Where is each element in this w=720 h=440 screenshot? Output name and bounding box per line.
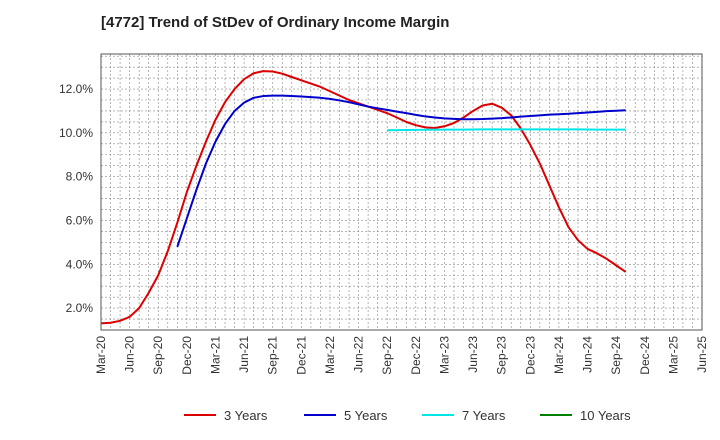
y-tick-label: 10.0% (59, 126, 93, 140)
x-tick-label: Jun-24 (581, 336, 595, 373)
x-tick-label: Mar-25 (666, 336, 680, 374)
x-tick-label: Dec-21 (294, 336, 308, 375)
chart-title: [4772] Trend of StDev of Ordinary Income… (101, 14, 450, 31)
legend-label: 3 Years (224, 408, 268, 423)
x-tick-label: Mar-22 (323, 336, 337, 374)
legend-label: 10 Years (580, 408, 631, 423)
plot-background (101, 54, 702, 330)
y-tick-label: 8.0% (66, 170, 94, 184)
x-tick-label: Dec-22 (409, 336, 423, 375)
x-tick-label: Dec-20 (180, 336, 194, 375)
x-tick-label: Dec-24 (638, 336, 652, 375)
x-tick-label: Mar-20 (94, 336, 108, 374)
legend-label: 7 Years (462, 408, 506, 423)
x-tick-label: Sep-24 (609, 336, 623, 375)
legend: 3 Years 5 Years 7 Years 10 Years (184, 408, 631, 423)
x-tick-label: Jun-21 (237, 336, 251, 373)
y-tick-label: 4.0% (66, 257, 94, 271)
x-tick-label: Mar-23 (437, 336, 451, 374)
series-line-5-years (176, 94, 626, 248)
plot-area (101, 54, 702, 330)
x-tick-label: Jun-20 (123, 336, 137, 373)
x-tick-label: Mar-21 (208, 336, 222, 374)
x-tick-label: Mar-24 (552, 336, 566, 374)
x-tick-label: Sep-21 (266, 336, 280, 375)
x-tick-label: Dec-23 (523, 336, 537, 375)
y-tick-label: 2.0% (66, 301, 94, 315)
x-tick-label: Sep-23 (495, 336, 509, 375)
x-tick-label: Jun-23 (466, 336, 480, 373)
series-lines (100, 70, 627, 325)
y-tick-label: 6.0% (66, 213, 94, 227)
plot-border (100, 53, 703, 331)
y-tick-label: 12.0% (59, 82, 93, 96)
series-line-7-years (387, 128, 626, 132)
x-tick-label: Sep-22 (380, 336, 394, 375)
axes: 2.0% 4.0% 6.0% 8.0% 10.0% 12.0% Mar-20 Jun-20 Se… (59, 53, 709, 375)
x-tick-label: Jun-25 (695, 336, 709, 373)
x-tick-label: Jun-22 (352, 336, 366, 373)
legend-label: 5 Years (344, 408, 388, 423)
x-tick-label: Sep-20 (151, 336, 165, 375)
